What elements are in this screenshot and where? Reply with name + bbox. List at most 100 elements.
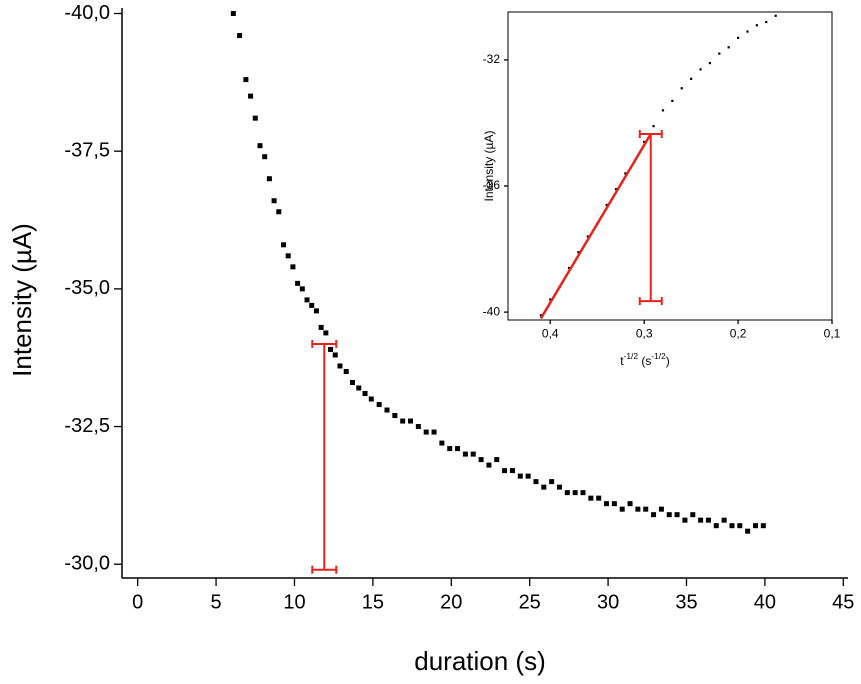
data-point bbox=[337, 363, 343, 369]
data-point bbox=[541, 484, 547, 490]
data-point bbox=[323, 330, 329, 336]
data-point bbox=[502, 468, 508, 474]
y-tick-label: -37,5 bbox=[64, 139, 110, 161]
x-tick-label: 10 bbox=[283, 591, 305, 613]
data-point bbox=[755, 24, 758, 27]
data-point bbox=[276, 209, 282, 215]
data-point bbox=[635, 506, 641, 512]
data-point bbox=[295, 280, 301, 286]
data-point bbox=[266, 176, 272, 182]
x-axis-title: duration (s) bbox=[414, 646, 546, 676]
data-point bbox=[447, 446, 453, 452]
data-point bbox=[230, 11, 236, 17]
data-point bbox=[486, 462, 492, 468]
data-point bbox=[611, 501, 617, 507]
y-axis-title: Intensity (µA) bbox=[7, 223, 37, 377]
data-point bbox=[343, 368, 349, 374]
data-point bbox=[577, 251, 580, 254]
data-point bbox=[588, 495, 594, 501]
x-tick-label: 30 bbox=[597, 591, 619, 613]
data-point bbox=[705, 517, 711, 523]
data-point bbox=[494, 457, 500, 463]
data-point bbox=[661, 109, 665, 112]
data-point bbox=[262, 154, 268, 160]
x-tick-label: 0,3 bbox=[636, 326, 653, 340]
x-tick-label: 35 bbox=[675, 591, 697, 613]
x-axis-title-part: ) bbox=[666, 354, 670, 368]
x-axis-title-part: -1/2 bbox=[651, 351, 666, 361]
data-point bbox=[713, 523, 719, 529]
data-point bbox=[718, 52, 721, 55]
data-point bbox=[392, 413, 398, 419]
data-point bbox=[549, 298, 552, 301]
data-point bbox=[285, 253, 291, 259]
x-tick-label: 45 bbox=[832, 591, 854, 613]
data-point bbox=[746, 30, 749, 33]
data-point bbox=[539, 314, 542, 317]
data-point bbox=[567, 266, 571, 270]
data-point bbox=[549, 479, 555, 485]
x-tick-label: 0,4 bbox=[542, 326, 559, 340]
x-tick-label: 5 bbox=[211, 591, 222, 613]
data-point bbox=[248, 93, 254, 99]
data-point bbox=[680, 87, 683, 90]
x-tick-label: 20 bbox=[440, 591, 462, 613]
data-point bbox=[774, 14, 777, 17]
data-point bbox=[525, 473, 531, 479]
data-point bbox=[439, 440, 445, 446]
y-tick-label: -32,5 bbox=[64, 415, 110, 437]
data-point bbox=[605, 203, 608, 207]
fit-line bbox=[539, 133, 652, 320]
data-point bbox=[690, 77, 693, 80]
x-axis-title: t-1/2 (s-1/2) bbox=[620, 351, 670, 368]
data-point bbox=[580, 490, 586, 496]
data-point bbox=[400, 418, 406, 424]
y-tick-label: -35,0 bbox=[64, 277, 110, 299]
data-point bbox=[509, 468, 515, 474]
data-point bbox=[384, 407, 390, 413]
data-point bbox=[431, 429, 437, 435]
data-point bbox=[752, 523, 758, 529]
data-point bbox=[760, 523, 766, 529]
data-point bbox=[517, 473, 523, 479]
data-point bbox=[564, 490, 570, 496]
x-tick-label: 0,1 bbox=[824, 326, 841, 340]
data-point bbox=[470, 451, 476, 457]
data-point bbox=[423, 429, 429, 435]
data-point bbox=[368, 396, 374, 402]
x-axis-title-part: -1/2 bbox=[624, 351, 639, 361]
data-point bbox=[624, 172, 627, 175]
data-point bbox=[671, 99, 674, 103]
data-point bbox=[745, 528, 751, 534]
data-point bbox=[328, 346, 334, 352]
data-point bbox=[699, 68, 702, 71]
data-point bbox=[619, 506, 625, 512]
x-axis-title-part: t bbox=[620, 354, 624, 368]
data-point bbox=[362, 391, 368, 397]
data-point bbox=[556, 484, 562, 490]
y-tick-label: -30,0 bbox=[64, 553, 110, 575]
data-point bbox=[727, 46, 730, 49]
data-point bbox=[318, 324, 324, 330]
data-point bbox=[729, 523, 735, 529]
data-point bbox=[257, 143, 263, 149]
data-point bbox=[682, 517, 688, 523]
data-point bbox=[737, 523, 743, 529]
y-tick-label: -32 bbox=[483, 52, 501, 66]
data-point bbox=[708, 61, 712, 65]
data-point bbox=[596, 495, 602, 501]
data-point bbox=[309, 302, 315, 308]
data-point bbox=[252, 115, 258, 121]
y-axis-title: Intensity (µA) bbox=[482, 131, 496, 202]
data-point bbox=[408, 418, 414, 424]
data-point bbox=[698, 517, 704, 523]
data-point bbox=[455, 446, 461, 452]
data-point bbox=[350, 379, 356, 385]
data-point bbox=[304, 297, 310, 303]
data-point bbox=[313, 308, 319, 314]
data-point bbox=[462, 451, 468, 457]
data-point bbox=[666, 512, 672, 518]
data-point bbox=[765, 20, 768, 24]
data-point bbox=[572, 490, 578, 496]
data-point bbox=[478, 457, 484, 463]
